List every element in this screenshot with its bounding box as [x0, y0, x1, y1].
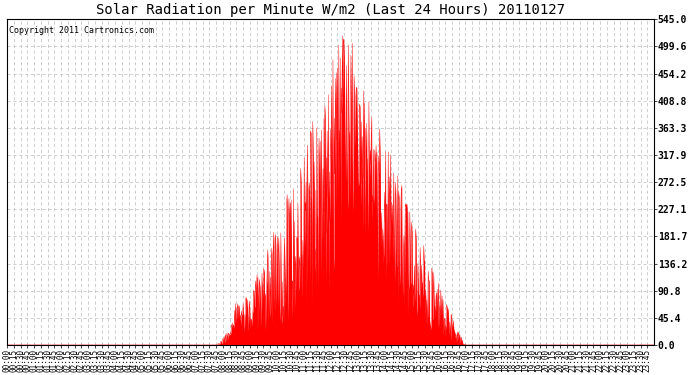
Text: Copyright 2011 Cartronics.com: Copyright 2011 Cartronics.com	[8, 26, 154, 35]
Title: Solar Radiation per Minute W/m2 (Last 24 Hours) 20110127: Solar Radiation per Minute W/m2 (Last 24…	[96, 3, 565, 17]
